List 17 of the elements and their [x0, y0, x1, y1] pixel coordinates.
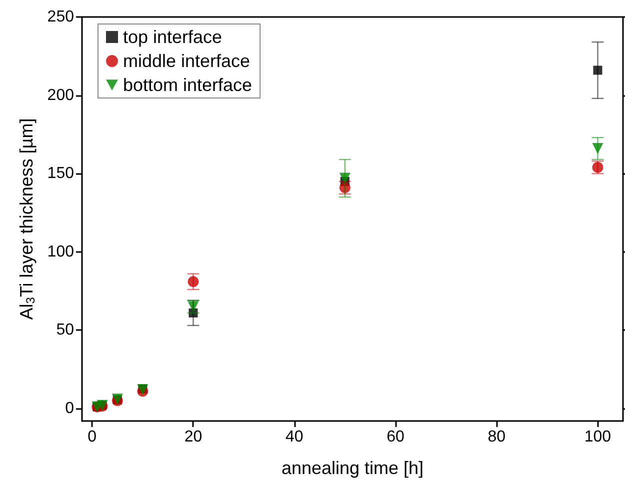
x-tick-label: 100 [584, 428, 612, 446]
legend-label: bottom interface [123, 75, 252, 95]
x-axis-title: annealing time [h] [281, 458, 424, 478]
y-tick-label: 100 [47, 243, 74, 260]
x-tick-label: 80 [488, 428, 506, 446]
x-tick-label: 60 [386, 428, 404, 446]
y-tick-label: 0 [65, 400, 74, 417]
legend-label: middle interface [123, 51, 250, 71]
legend-label: top interface [123, 27, 222, 47]
y-tick-label: 250 [47, 8, 74, 26]
y-axis-title: Al3Ti layer thickness [µm] [16, 118, 38, 320]
x-tick-label: 20 [184, 428, 202, 446]
y-tick-label: 50 [56, 322, 74, 339]
x-tick-label: 0 [88, 428, 97, 446]
x-tick-label: 40 [285, 428, 304, 446]
y-tick-label: 150 [47, 165, 74, 182]
y-tick-label: 200 [47, 86, 74, 104]
